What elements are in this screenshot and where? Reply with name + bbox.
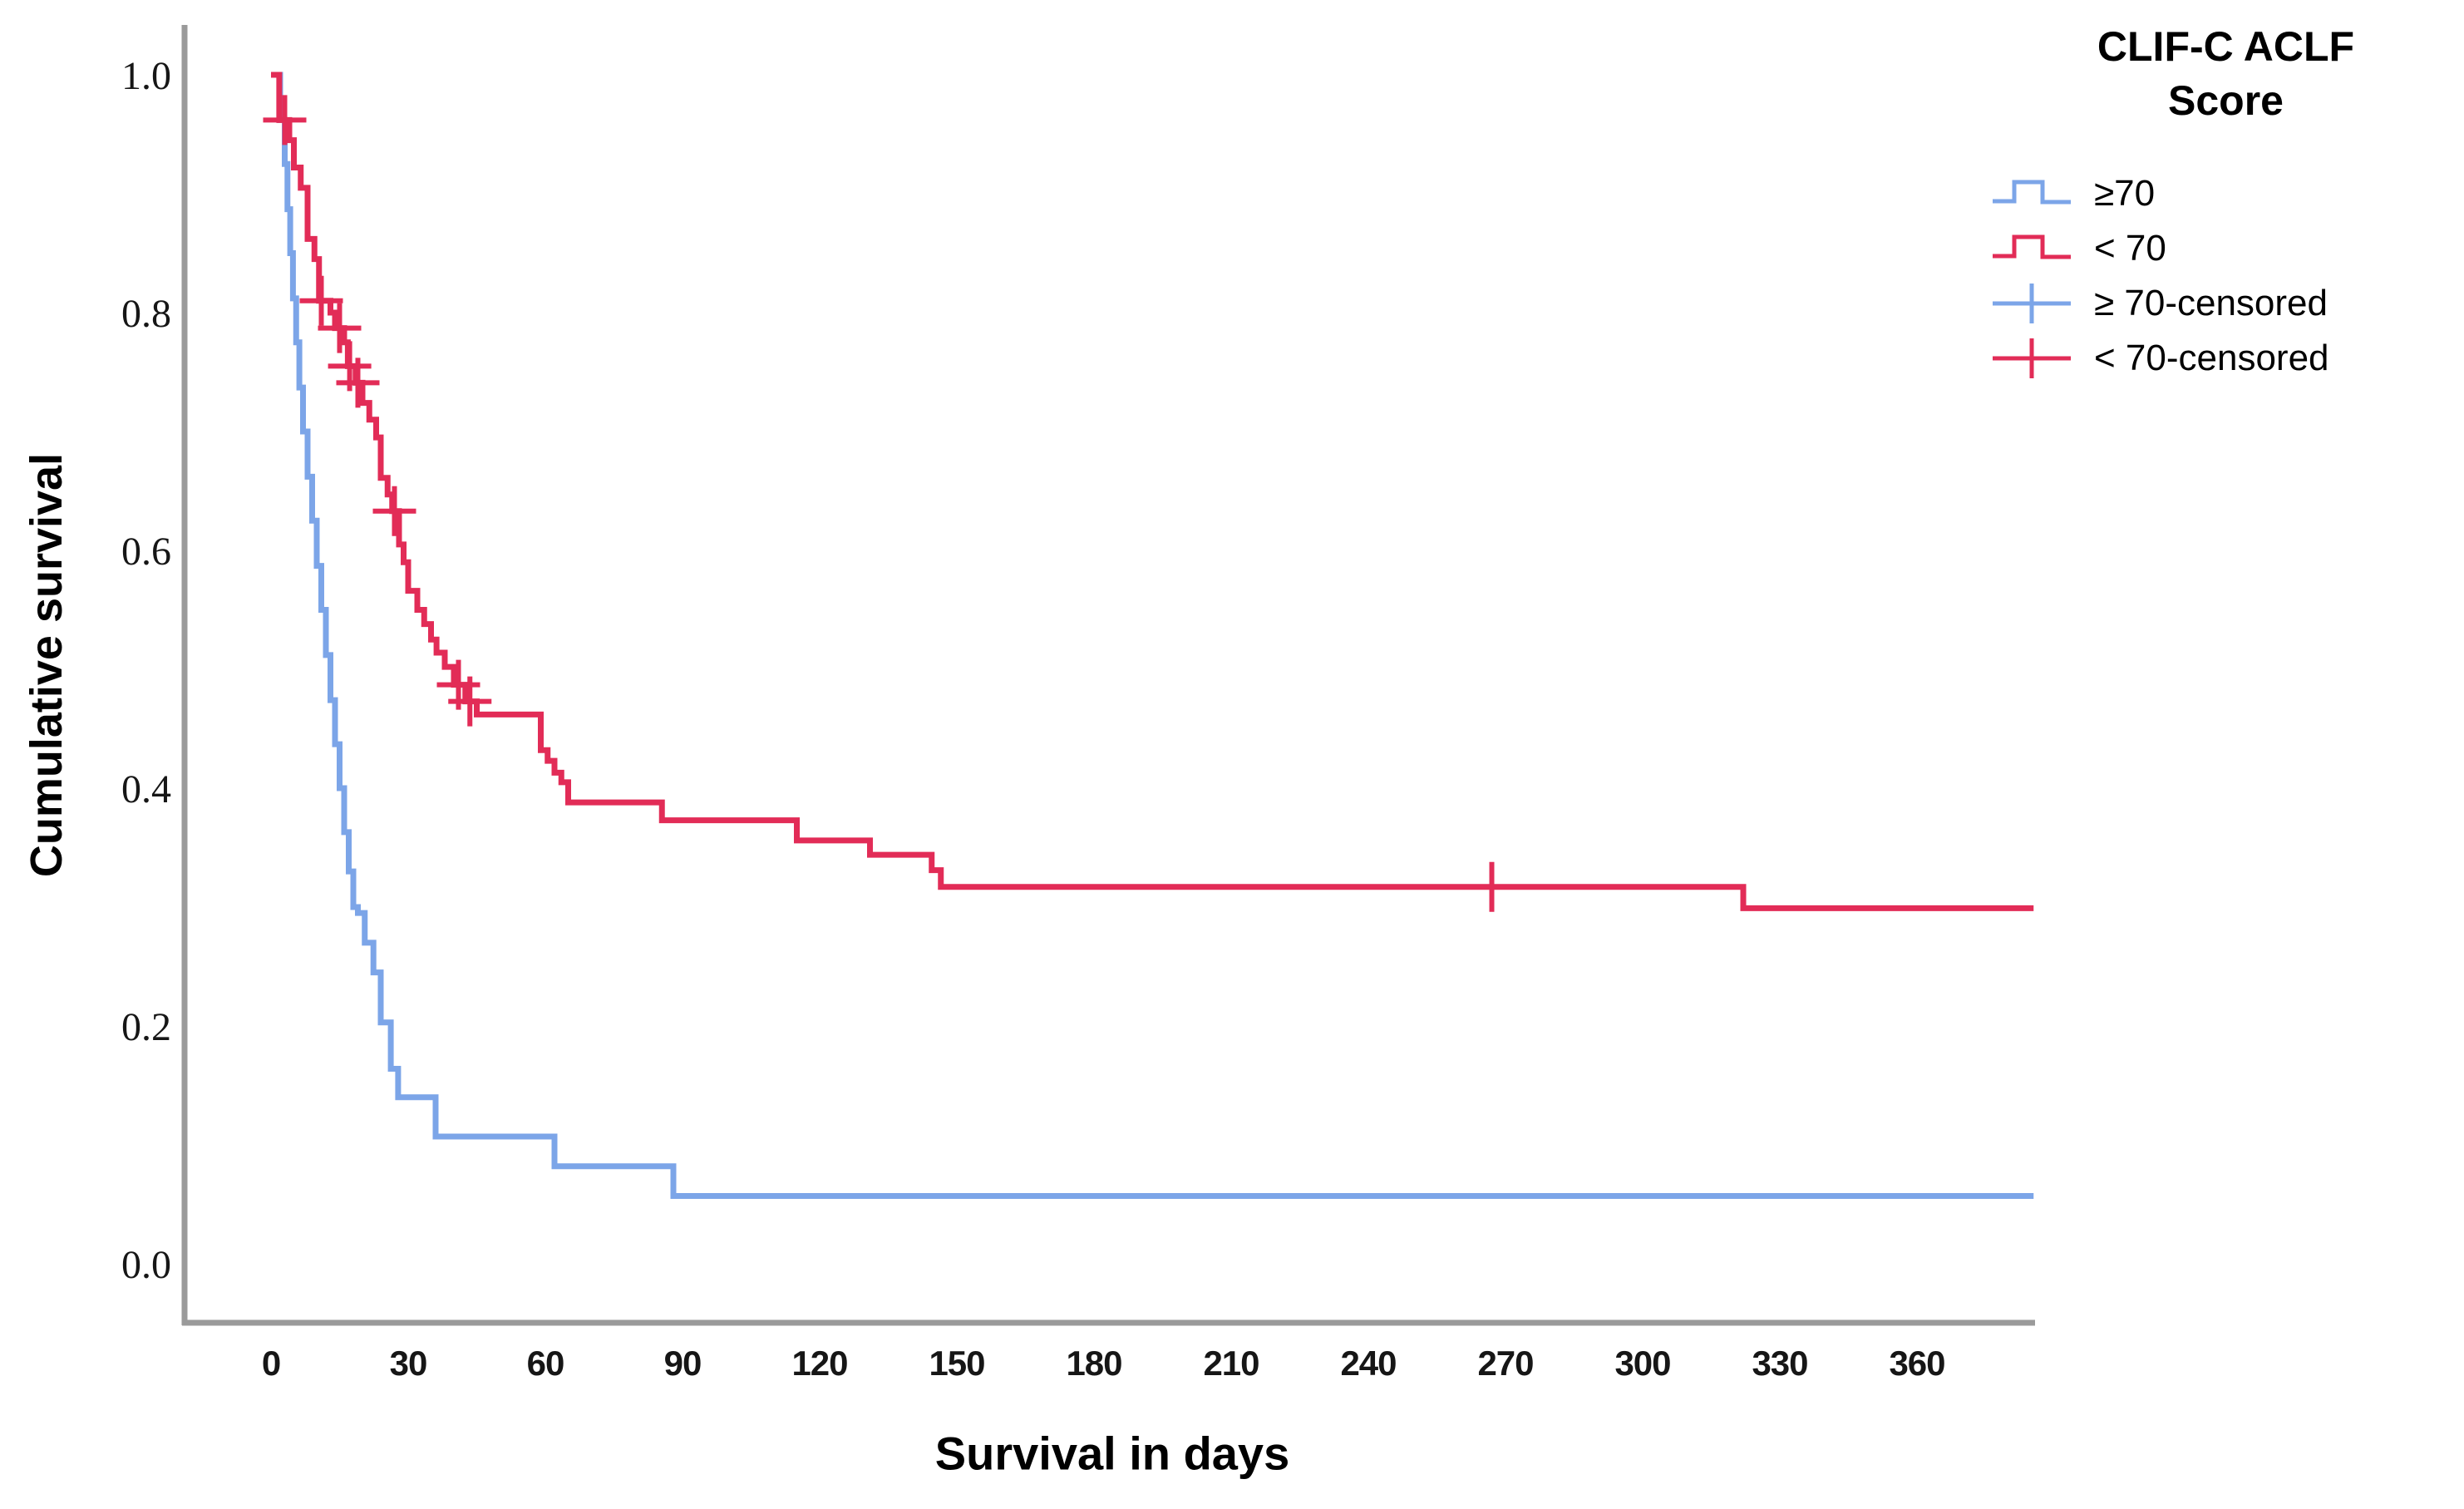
legend-title-line2: Score xyxy=(2168,77,2284,124)
legend-step-line-icon xyxy=(1993,180,2071,205)
legend-title-line1: CLIF-C ACLF xyxy=(2097,23,2355,70)
x-tick-label: 60 xyxy=(527,1344,564,1383)
legend-item-lt70-censored: < 70-censored xyxy=(1991,331,2461,386)
legend-item-label: < 70-censored xyxy=(2094,338,2329,378)
survival-curve-ge70 xyxy=(271,72,2034,1199)
censor-mark-lt70 xyxy=(263,95,307,145)
y-tick-label: 0.8 xyxy=(121,292,171,336)
x-tick-label: 330 xyxy=(1752,1344,1807,1383)
legend-item-label: ≥70 xyxy=(2094,173,2156,214)
x-tick-label: 300 xyxy=(1614,1344,1670,1383)
x-tick-label: 180 xyxy=(1066,1344,1121,1383)
y-tick-label: 1.0 xyxy=(121,54,171,98)
legend-item-label: < 70 xyxy=(2094,228,2166,269)
censor-mark-lt70 xyxy=(372,486,416,536)
legend-items: ≥70 < 70 ≥ 70-censored < 70-censored xyxy=(1991,166,2461,386)
legend-item-ge70-censored: ≥ 70-censored xyxy=(1991,276,2461,331)
x-tick-label: 30 xyxy=(390,1344,427,1383)
y-tick-label: 0.2 xyxy=(121,1005,171,1049)
x-tick-label: 360 xyxy=(1889,1344,1944,1383)
legend-censor-cross-icon xyxy=(1993,338,2071,378)
y-axis-title: Cumulative survival xyxy=(22,452,71,878)
legend-item-ge70: ≥70 xyxy=(1991,166,2461,221)
x-tick-label: 0 xyxy=(262,1344,280,1383)
x-axis-title: Survival in days xyxy=(934,1427,1290,1480)
x-tick-label: 90 xyxy=(664,1344,702,1383)
legend: CLIF-C ACLF Score ≥70 < 70 ≥ 70-censored < … xyxy=(1991,20,2461,386)
x-tick-label: 210 xyxy=(1203,1344,1259,1383)
x-tick-label: 120 xyxy=(791,1344,847,1383)
x-tick-label: 240 xyxy=(1340,1344,1396,1383)
censor-mark-lt70 xyxy=(299,275,343,326)
legend-item-lt70: < 70 xyxy=(1991,221,2461,276)
survival-curve-lt70 xyxy=(271,72,2034,911)
legend-title: CLIF-C ACLF Score xyxy=(1991,20,2461,128)
x-tick-label: 150 xyxy=(929,1344,984,1383)
censor-mark-lt70 xyxy=(1470,861,1514,912)
y-tick-label: 0.0 xyxy=(121,1243,171,1287)
legend-item-label: ≥ 70-censored xyxy=(2094,283,2328,323)
censor-mark-lt70 xyxy=(318,303,362,353)
censor-mark-lt70 xyxy=(448,676,492,727)
legend-step-line-icon xyxy=(1993,234,2071,259)
x-tick-label: 270 xyxy=(1477,1344,1533,1383)
y-tick-label: 0.6 xyxy=(121,530,171,574)
censor-mark-lt70 xyxy=(336,358,380,408)
legend-censor-cross-icon xyxy=(1993,284,2071,323)
y-tick-label: 0.4 xyxy=(121,767,171,811)
